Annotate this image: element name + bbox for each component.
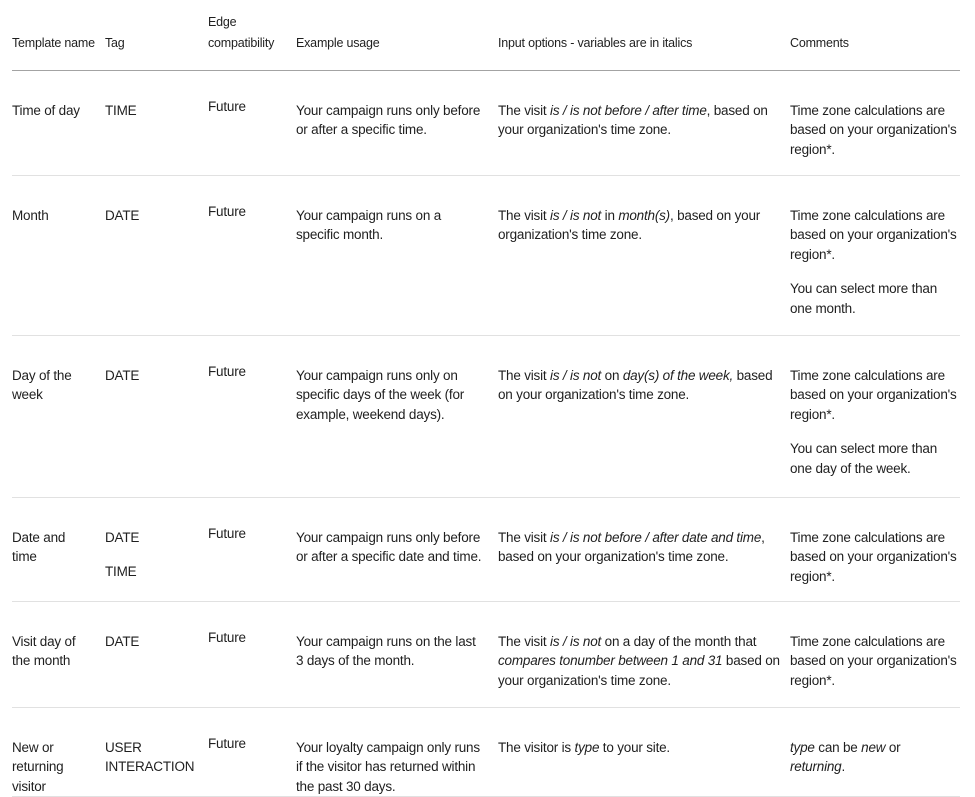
column-header-example-usage: Example usage bbox=[296, 0, 498, 71]
cell-edge-compatibility: Future bbox=[208, 335, 296, 498]
templates-table: Template name Tag Edge compatibility Exa… bbox=[12, 0, 960, 797]
column-header-input-options: Input options - variables are in italics bbox=[498, 0, 790, 71]
cell-template-name: Month bbox=[12, 175, 105, 336]
cell-example-usage: Your loyalty campaign only runs if the v… bbox=[296, 707, 498, 797]
cell-template-name: Date and time bbox=[12, 497, 105, 602]
cell-input-options: The visit is / is not before / after tim… bbox=[498, 70, 790, 176]
column-header-template-name: Template name bbox=[12, 0, 105, 71]
cell-example-usage: Your campaign runs only before or after … bbox=[296, 70, 498, 176]
cell-comments: Time zone calculations are based on your… bbox=[790, 175, 960, 336]
cell-input-options: The visit is / is not in month(s), based… bbox=[498, 175, 790, 336]
cell-input-options: The visit is / is not before / after dat… bbox=[498, 497, 790, 602]
table-header: Template name Tag Edge compatibility Exa… bbox=[12, 0, 960, 71]
table-row: New or returning visitor USER INTERACTION… bbox=[12, 707, 960, 797]
table-body: Time of day TIME Future Your campaign runs … bbox=[12, 70, 960, 797]
cell-tag: DATE bbox=[105, 175, 208, 336]
cell-comments: Time zone calculations are based on your… bbox=[790, 601, 960, 708]
cell-comments: Time zone calculations are based on your… bbox=[790, 497, 960, 602]
table-row: Day of the week DATE Future Your campaign r… bbox=[12, 335, 960, 498]
cell-comments: type can be new or returning. bbox=[790, 707, 960, 797]
cell-tag: DATE bbox=[105, 335, 208, 498]
cell-example-usage: Your campaign runs only before or after … bbox=[296, 497, 498, 602]
table-row: Month DATE Future Your campaign runs on a s… bbox=[12, 175, 960, 336]
cell-input-options: The visit is / is not on day(s) of the w… bbox=[498, 335, 790, 498]
cell-template-name: New or returning visitor bbox=[12, 707, 105, 797]
cell-example-usage: Your campaign runs on the last 3 days of… bbox=[296, 601, 498, 708]
cell-template-name: Day of the week bbox=[12, 335, 105, 498]
cell-comments: Time zone calculations are based on your… bbox=[790, 335, 960, 498]
cell-example-usage: Your campaign runs only on specific days… bbox=[296, 335, 498, 498]
cell-comments: Time zone calculations are based on your… bbox=[790, 70, 960, 176]
table-row: Time of day TIME Future Your campaign runs … bbox=[12, 70, 960, 176]
cell-tag: USER INTERACTION bbox=[105, 707, 208, 797]
cell-edge-compatibility: Future bbox=[208, 497, 296, 602]
column-header-edge-compatibility: Edge compatibility bbox=[208, 0, 296, 71]
cell-tag: DATE TIME bbox=[105, 497, 208, 602]
header-row: Template name Tag Edge compatibility Exa… bbox=[12, 0, 960, 71]
cell-template-name: Visit day of the month bbox=[12, 601, 105, 708]
cell-edge-compatibility: Future bbox=[208, 70, 296, 176]
cell-input-options: The visitor is type to your site. bbox=[498, 707, 790, 797]
cell-edge-compatibility: Future bbox=[208, 601, 296, 708]
column-header-comments: Comments bbox=[790, 0, 960, 71]
cell-example-usage: Your campaign runs on a specific month. bbox=[296, 175, 498, 336]
cell-edge-compatibility: Future bbox=[208, 175, 296, 336]
cell-template-name: Time of day bbox=[12, 70, 105, 176]
table-row: Visit day of the month DATE Future Your cam… bbox=[12, 601, 960, 708]
cell-tag: DATE bbox=[105, 601, 208, 708]
cell-input-options: The visit is / is not on a day of the mo… bbox=[498, 601, 790, 708]
table-row: Date and time DATE TIME Future Your campaign… bbox=[12, 497, 960, 602]
cell-edge-compatibility: Future bbox=[208, 707, 296, 797]
cell-tag: TIME bbox=[105, 70, 208, 176]
column-header-tag: Tag bbox=[105, 0, 208, 71]
